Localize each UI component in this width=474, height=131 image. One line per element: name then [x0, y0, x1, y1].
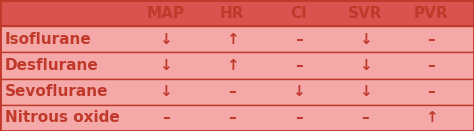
- Text: Desflurane: Desflurane: [5, 58, 99, 73]
- Text: CI: CI: [290, 6, 307, 21]
- Text: –: –: [428, 84, 435, 99]
- Text: ↓: ↓: [292, 84, 305, 99]
- Text: Nitrous oxide: Nitrous oxide: [5, 110, 119, 125]
- Text: –: –: [228, 110, 236, 125]
- Text: –: –: [361, 110, 369, 125]
- Text: ↓: ↓: [359, 32, 371, 47]
- Text: –: –: [295, 110, 302, 125]
- Text: –: –: [162, 110, 170, 125]
- Text: ↓: ↓: [160, 58, 172, 73]
- Text: HR: HR: [220, 6, 245, 21]
- Text: ↑: ↑: [226, 58, 238, 73]
- Text: –: –: [295, 58, 302, 73]
- Text: ↓: ↓: [160, 32, 172, 47]
- Text: ↓: ↓: [359, 58, 371, 73]
- Text: ↓: ↓: [359, 84, 371, 99]
- Text: –: –: [428, 32, 435, 47]
- Bar: [0, 0, 474, 26]
- Text: MAP: MAP: [147, 6, 185, 21]
- Text: Isoflurane: Isoflurane: [5, 32, 91, 47]
- Bar: [0, 105, 474, 131]
- Text: ↓: ↓: [160, 84, 172, 99]
- Text: SVR: SVR: [348, 6, 382, 21]
- Text: –: –: [228, 84, 236, 99]
- Bar: [0, 26, 474, 52]
- Text: PVR: PVR: [414, 6, 449, 21]
- Text: ↑: ↑: [226, 32, 238, 47]
- Bar: [0, 52, 474, 79]
- Text: Sevoflurane: Sevoflurane: [5, 84, 108, 99]
- Text: –: –: [295, 32, 302, 47]
- Text: ↑: ↑: [425, 110, 438, 125]
- Bar: [0, 79, 474, 105]
- Text: –: –: [428, 58, 435, 73]
